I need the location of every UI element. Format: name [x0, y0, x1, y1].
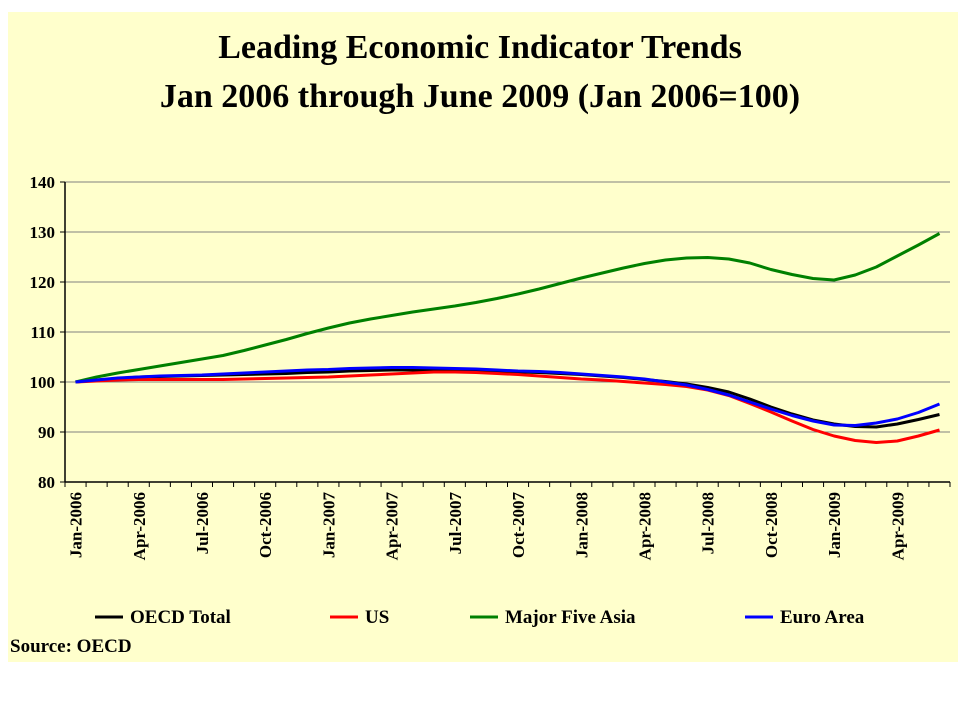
- legend-label: US: [365, 607, 389, 628]
- x-tick-label: Jan-2006: [67, 492, 86, 558]
- legend-label: Euro Area: [780, 607, 865, 628]
- x-tick-label: Oct-2007: [509, 492, 528, 559]
- x-tick-label: Apr-2009: [888, 492, 907, 560]
- y-tick-label: 80: [38, 473, 55, 492]
- x-tick-label: Jan-2009: [825, 492, 844, 558]
- x-tick-label: Apr-2006: [130, 492, 149, 560]
- y-tick-label: 100: [30, 373, 56, 392]
- y-tick-label: 120: [30, 273, 56, 292]
- x-tick-label: Jul-2007: [446, 492, 465, 555]
- line-series: [75, 366, 941, 427]
- y-tick-label: 90: [38, 423, 55, 442]
- x-tick-label: Jan-2007: [319, 492, 338, 559]
- chart-subtitle: Jan 2006 through June 2009 (Jan 2006=100…: [160, 78, 800, 115]
- x-tick-label: Jul-2008: [699, 492, 718, 554]
- legend-label: OECD Total: [130, 607, 231, 628]
- line-series: [75, 370, 940, 444]
- y-tick-label: 110: [30, 323, 55, 342]
- x-tick-label: Apr-2008: [635, 492, 654, 560]
- x-tick-label: Jan-2008: [572, 492, 591, 558]
- slide-background: [8, 12, 958, 662]
- legend-label: Major Five Asia: [505, 607, 636, 628]
- y-tick-label: 130: [30, 223, 56, 242]
- source-note: Source: OECD: [10, 636, 132, 657]
- x-tick-label: Jul-2006: [193, 492, 212, 554]
- line-series: [75, 232, 941, 384]
- x-tick-label: Oct-2008: [762, 492, 781, 558]
- y-tick-label: 140: [30, 173, 56, 192]
- chart-title: Leading Economic Indicator Trends: [218, 29, 742, 66]
- x-tick-label: Apr-2007: [383, 492, 402, 561]
- x-tick-label: Oct-2006: [256, 492, 275, 558]
